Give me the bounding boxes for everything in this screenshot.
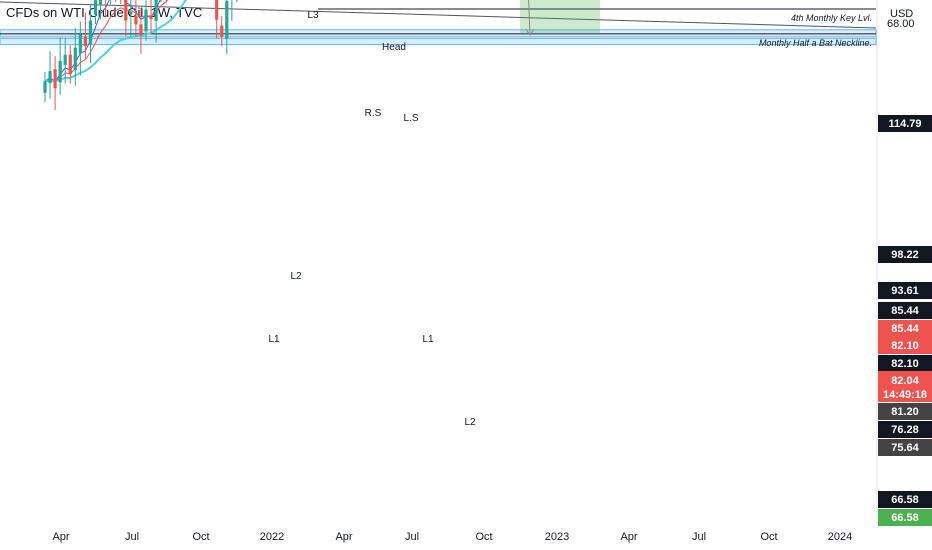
x-tick-label: 2024 — [828, 531, 852, 543]
x-tick-label: 2022 — [260, 531, 284, 543]
candle-body — [215, 0, 219, 20]
price-badge — [878, 320, 932, 337]
chart-title: CFDs on WTI Crude Oil, 1W, TVC — [6, 5, 203, 20]
candle-body — [139, 24, 143, 36]
pattern-label: L2 — [464, 417, 476, 428]
pattern-label: L.S — [403, 113, 418, 124]
price-badge-label: 85.44 — [891, 305, 919, 317]
currency-label: USD — [890, 8, 914, 20]
candle-body — [134, 15, 138, 25]
key-level-label: Monthly Half a Bat Neckline. — [759, 38, 872, 48]
bar-countdown: 14:49:18 — [883, 389, 927, 401]
y-tick-label: 68.00 — [887, 18, 915, 30]
ema-mid-line — [44, 0, 169, 82]
price-badge — [878, 282, 932, 299]
candle-body — [73, 47, 77, 71]
candle-body — [63, 54, 67, 65]
price-badge — [878, 115, 932, 132]
candle-body — [83, 36, 87, 47]
candle-body — [68, 54, 72, 75]
x-tick-label: 2023 — [545, 531, 569, 543]
support-resistance-zone — [0, 29, 877, 38]
price-badge — [878, 439, 932, 456]
x-tick-label: Jul — [125, 531, 139, 543]
x-tick-label: Oct — [475, 531, 492, 543]
projection-arrow — [525, 28, 535, 36]
x-tick-label: Oct — [760, 531, 777, 543]
pattern-label: L2 — [290, 271, 302, 282]
price-badge-label: 76.28 — [891, 424, 919, 436]
last-price-badge — [878, 371, 932, 402]
price-badge-label: 114.79 — [888, 118, 921, 130]
last-price-value: 82.04 — [891, 375, 919, 387]
x-tick-label: Oct — [192, 531, 209, 543]
candle-body — [53, 69, 57, 89]
candle-body — [88, 20, 93, 45]
price-badge — [878, 491, 932, 508]
price-badge-label: 81.20 — [891, 406, 919, 418]
candle-body — [154, 0, 158, 21]
ema-fast-line — [44, 0, 161, 82]
candle-body — [220, 25, 224, 37]
candle-body — [78, 34, 82, 54]
price-badge — [878, 355, 932, 372]
price-badge — [878, 246, 932, 263]
x-tick-label: Jul — [405, 531, 419, 543]
x-tick-label: Apr — [620, 531, 637, 543]
take-profit-zone — [520, 0, 600, 34]
candle-body — [144, 9, 148, 32]
price-badge-label: 85.44 — [891, 323, 919, 335]
price-badge-label: 93.61 — [891, 285, 919, 297]
candle-body — [124, 0, 128, 21]
pattern-label: R.S — [365, 108, 382, 119]
pattern-label: Head — [382, 42, 406, 53]
pattern-label: L3 — [307, 10, 319, 21]
pattern-label: L1 — [268, 334, 280, 345]
candle-body — [58, 60, 62, 83]
price-badge — [878, 337, 932, 354]
candle-body — [93, 0, 98, 15]
candle-body — [225, 0, 229, 39]
price-badge-label: 82.10 — [891, 340, 919, 352]
top-key-level-label: 4th Monthly Key Lvl. — [791, 13, 872, 23]
price-badge-label: 66.58 — [891, 494, 919, 506]
x-tick-label: Apr — [52, 531, 69, 543]
candle-body — [149, 15, 153, 19]
x-tick-label: Apr — [335, 531, 352, 543]
candle-body — [43, 81, 47, 93]
price-badge-label: 82.10 — [891, 358, 919, 370]
ema-slow-line — [44, 0, 188, 83]
price-badge — [878, 509, 932, 526]
price-badge — [878, 302, 932, 319]
candle-body — [48, 71, 52, 84]
price-badge-label: 75.64 — [891, 442, 919, 454]
price-badge — [878, 421, 932, 438]
candle-body — [98, 0, 103, 5]
price-badge-label: 66.58 — [891, 512, 919, 524]
support-resistance-zone — [0, 37, 877, 46]
price-badge — [878, 403, 932, 420]
candle-body — [129, 11, 133, 15]
price-badge-label: 98.22 — [891, 249, 919, 261]
x-tick-label: Jul — [692, 531, 706, 543]
pattern-label: L1 — [422, 334, 434, 345]
